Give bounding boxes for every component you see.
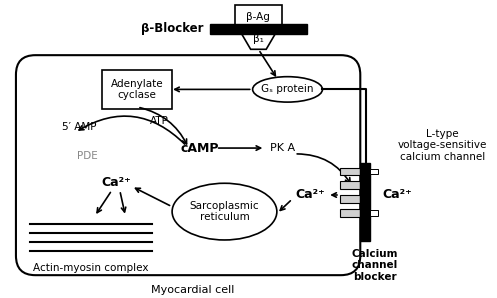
Text: β₁: β₁	[253, 34, 264, 44]
Bar	[340, 195, 360, 203]
Text: Calcium
channel
blocker: Calcium channel blocker	[351, 249, 398, 282]
Text: PDE: PDE	[77, 151, 98, 161]
Text: Gₛ protein: Gₛ protein	[261, 84, 314, 94]
FancyBboxPatch shape	[235, 5, 282, 29]
Text: β-Ag: β-Ag	[247, 12, 270, 22]
Bar	[370, 169, 378, 174]
Text: PK A: PK A	[270, 143, 295, 153]
Bar	[360, 163, 370, 241]
Bar	[210, 24, 307, 34]
Text: cAMP: cAMP	[181, 142, 220, 155]
Text: Ca²⁺: Ca²⁺	[383, 189, 413, 201]
Polygon shape	[238, 28, 279, 49]
Text: Ca²⁺: Ca²⁺	[101, 176, 131, 189]
Bar	[340, 181, 360, 189]
Text: Adenylate
cyclase: Adenylate cyclase	[111, 79, 164, 100]
FancyBboxPatch shape	[102, 70, 172, 109]
Text: Sarcoplasmic
reticulum: Sarcoplasmic reticulum	[190, 201, 259, 222]
Bar	[340, 209, 360, 217]
Ellipse shape	[172, 183, 277, 240]
Text: β-Blocker: β-Blocker	[141, 22, 203, 35]
Text: Actin-myosin complex: Actin-myosin complex	[33, 263, 149, 274]
Text: 5′ AMP: 5′ AMP	[62, 122, 96, 131]
Bar	[370, 210, 378, 215]
Bar	[340, 167, 360, 176]
Text: ATP: ATP	[150, 116, 169, 126]
Ellipse shape	[252, 77, 323, 102]
Text: L-type
voltage-sensitive
calcium channel: L-type voltage-sensitive calcium channel	[398, 128, 488, 162]
Text: Myocardial cell: Myocardial cell	[151, 285, 234, 295]
Text: Ca²⁺: Ca²⁺	[295, 189, 325, 201]
